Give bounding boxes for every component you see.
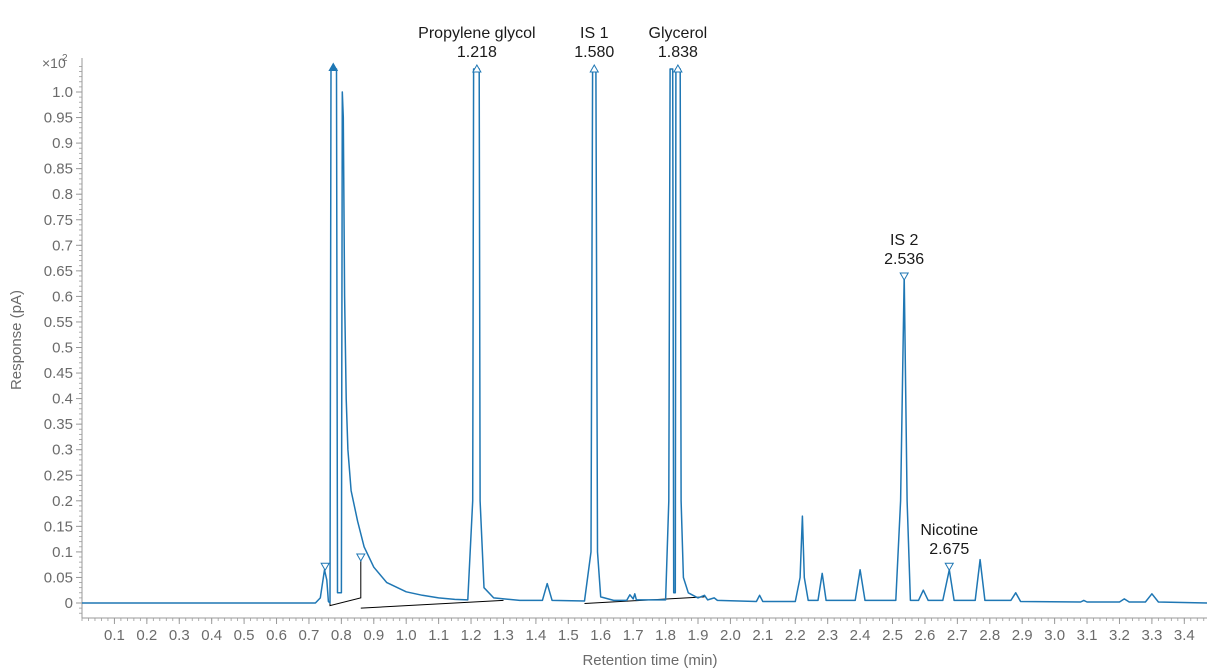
y-multiplier-exponent: 2	[62, 53, 68, 64]
x-tick-label: 2.5	[882, 627, 903, 644]
peak-label-rt: 1.218	[457, 44, 497, 61]
x-tick-label: 3.4	[1174, 627, 1195, 644]
y-axis-multiplier: ×10 2	[42, 53, 68, 71]
axes: 0.1 0.2 0.3 0.4 0.5 0.6 0.7 0.8 0.9 1.0 1.1 1.2 1.3 1…	[44, 58, 1207, 644]
x-tick-label: 1.3	[493, 627, 514, 644]
y-tick-label: 0.6	[52, 288, 73, 305]
x-tick-label: 0.7	[299, 627, 320, 644]
x-tick-label: 1.2	[461, 627, 482, 644]
x-tick-label: 1.7	[623, 627, 644, 644]
plot-area: 1.218 Propylene glycol 1.580 IS 1 1.838 Glyce…	[82, 25, 1207, 609]
x-tick-label: 1.6	[590, 627, 611, 644]
y-tick-label: 0.3	[52, 442, 73, 459]
y-multiplier-base: ×10	[42, 55, 66, 71]
x-tick-label: 2.9	[1012, 627, 1033, 644]
y-tick-label: 0.05	[44, 569, 73, 586]
y-tick-label: 0.25	[44, 467, 73, 484]
x-tick-label: 1.0	[396, 627, 417, 644]
y-tick-label: 0.4	[52, 391, 73, 408]
peak-marker	[355, 553, 366, 563]
peak-marker	[472, 63, 482, 73]
x-tick-label: 3.1	[1077, 627, 1098, 644]
x-tick-label: 1.8	[655, 627, 676, 644]
x-tick-label: 2.0	[720, 627, 741, 644]
y-tick-label: 0.45	[44, 365, 73, 382]
x-tick-label: 2.7	[947, 627, 968, 644]
chromatogram-trace	[82, 68, 1207, 604]
x-tick-label: 2.2	[785, 627, 806, 644]
x-tick-label: 3.2	[1109, 627, 1130, 644]
x-tick-label: 0.3	[169, 627, 190, 644]
y-tick-label: 0.65	[44, 263, 73, 280]
y-axis-title: Response (pA)	[8, 290, 25, 390]
y-tick-label: 0.1	[52, 544, 73, 561]
x-tick-label: 0.5	[234, 627, 255, 644]
peak-label-rt: 1.838	[658, 44, 698, 61]
y-tick-label: 0.9	[52, 135, 73, 152]
y-tick-label: 0.55	[44, 314, 73, 331]
x-tick-label: 2.4	[850, 627, 871, 644]
x-tick-label: 0.4	[201, 627, 222, 644]
x-tick-label: 1.4	[525, 627, 546, 644]
peak-marker	[899, 272, 910, 281]
y-tick-label: 1.0	[52, 84, 73, 101]
peak-label-name: Nicotine	[920, 522, 978, 539]
y-tick-label: 0.8	[52, 186, 73, 203]
x-tick-label: 1.9	[688, 627, 709, 644]
x-tick-label: 0.9	[363, 627, 384, 644]
y-tick-label: 0.85	[44, 161, 73, 178]
x-tick-label: 0.6	[266, 627, 287, 644]
x-tick-label: 3.3	[1141, 627, 1162, 644]
peak-label-rt: 2.536	[884, 251, 924, 268]
peak-marker	[320, 562, 331, 572]
peak-marker	[589, 63, 600, 73]
y-tick-label: 0	[65, 595, 73, 612]
y-tick-label: 0.75	[44, 212, 73, 229]
peak-marker	[944, 562, 955, 572]
x-tick-label: 2.1	[752, 627, 773, 644]
peak-label-name: IS 2	[890, 232, 919, 249]
x-axis-title: Retention time (min)	[582, 652, 717, 669]
x-tick-label: 2.8	[979, 627, 1000, 644]
peak-marker	[673, 63, 683, 73]
x-tick-label: 1.1	[428, 627, 449, 644]
peak-label-rt: 1.580	[574, 44, 614, 61]
x-tick-label: 2.3	[817, 627, 838, 644]
integration-baseline	[360, 599, 504, 609]
x-tick-label: 0.8	[331, 627, 352, 644]
y-tick-label: 0.95	[44, 110, 73, 127]
peak-label-name: Propylene glycol	[418, 25, 535, 42]
x-tick-label: 1.5	[558, 627, 579, 644]
integration-baseline	[329, 557, 362, 607]
x-tick-label: 3.0	[1044, 627, 1065, 644]
x-tick-label: 0.2	[136, 627, 157, 644]
x-tick-label: 2.6	[915, 627, 936, 644]
x-tick-label: 0.1	[104, 627, 125, 644]
peak-label-rt: 2.675	[929, 541, 969, 558]
y-tick-label: 0.7	[52, 237, 73, 254]
peak-label-name: Glycerol	[649, 25, 708, 42]
peak-label-name: IS 1	[580, 25, 609, 42]
y-tick-label: 0.15	[44, 518, 73, 535]
peak-marker	[328, 62, 339, 71]
y-tick-label: 0.35	[44, 416, 73, 433]
y-tick-label: 0.5	[52, 340, 73, 357]
y-tick-label: 0.2	[52, 493, 73, 510]
